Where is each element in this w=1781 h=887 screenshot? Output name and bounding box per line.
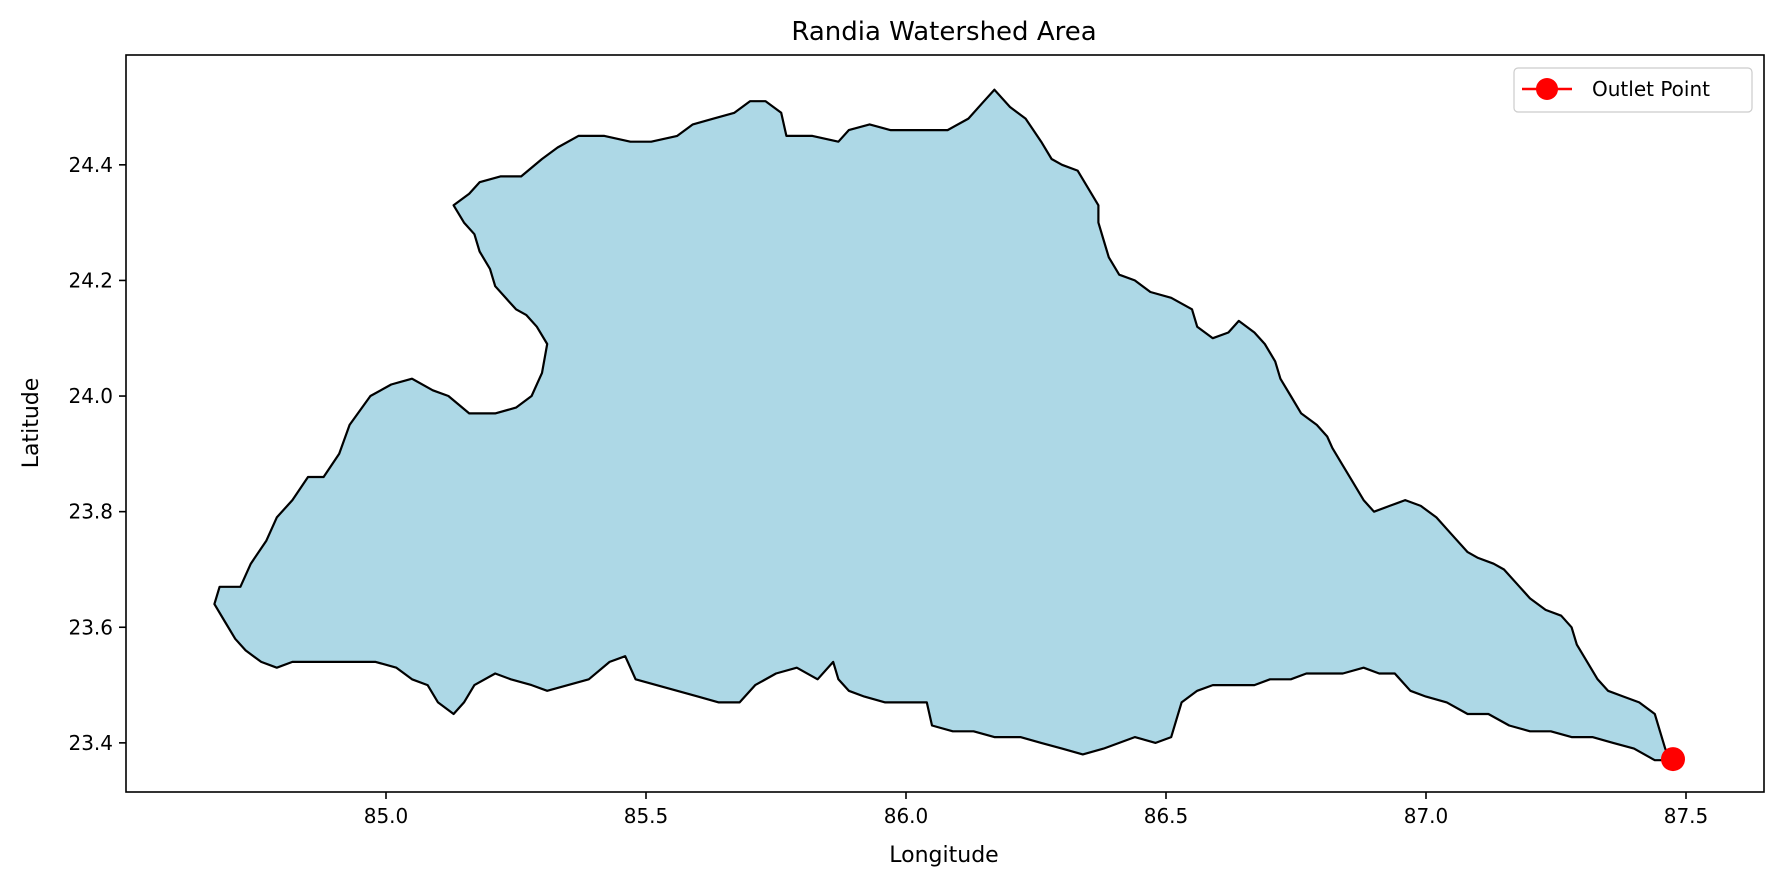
legend-box: [1513, 67, 1753, 113]
y-axis-ticks: 23.4 23.6 23.8 24.0 24.2 24.4: [68, 153, 126, 755]
x-tick-label: 85.5: [624, 804, 669, 828]
y-tick-label: 24.2: [68, 268, 113, 292]
y-tick-label: 23.6: [68, 615, 113, 639]
outlet-point-marker: [1661, 747, 1685, 772]
legend-marker-sample: [1536, 78, 1558, 100]
legend-entry-label: Outlet Point: [1592, 77, 1710, 101]
axes-frame: [125, 54, 1765, 793]
x-tick-label: 87.0: [1404, 804, 1449, 828]
watershed-polygon: [213, 88, 1672, 762]
x-tick-label: 86.0: [884, 804, 929, 828]
x-axis-label: Longitude: [889, 843, 998, 868]
y-tick-label: 23.8: [68, 500, 113, 524]
x-axis-ticks: 85.0 85.5 86.0 86.5 87.0 87.5: [364, 792, 1709, 828]
legend: Outlet Point: [1513, 67, 1753, 113]
y-tick-label: 23.4: [68, 731, 113, 755]
x-tick-label: 85.0: [364, 804, 409, 828]
plot-area: [213, 88, 1685, 772]
y-axis-label: Latitude: [19, 378, 44, 469]
x-tick-label: 86.5: [1144, 804, 1189, 828]
chart-title: Randia Watershed Area: [791, 17, 1096, 47]
x-tick-label: 87.5: [1664, 804, 1709, 828]
y-tick-label: 24.4: [68, 153, 113, 177]
y-tick-label: 24.0: [68, 384, 113, 408]
